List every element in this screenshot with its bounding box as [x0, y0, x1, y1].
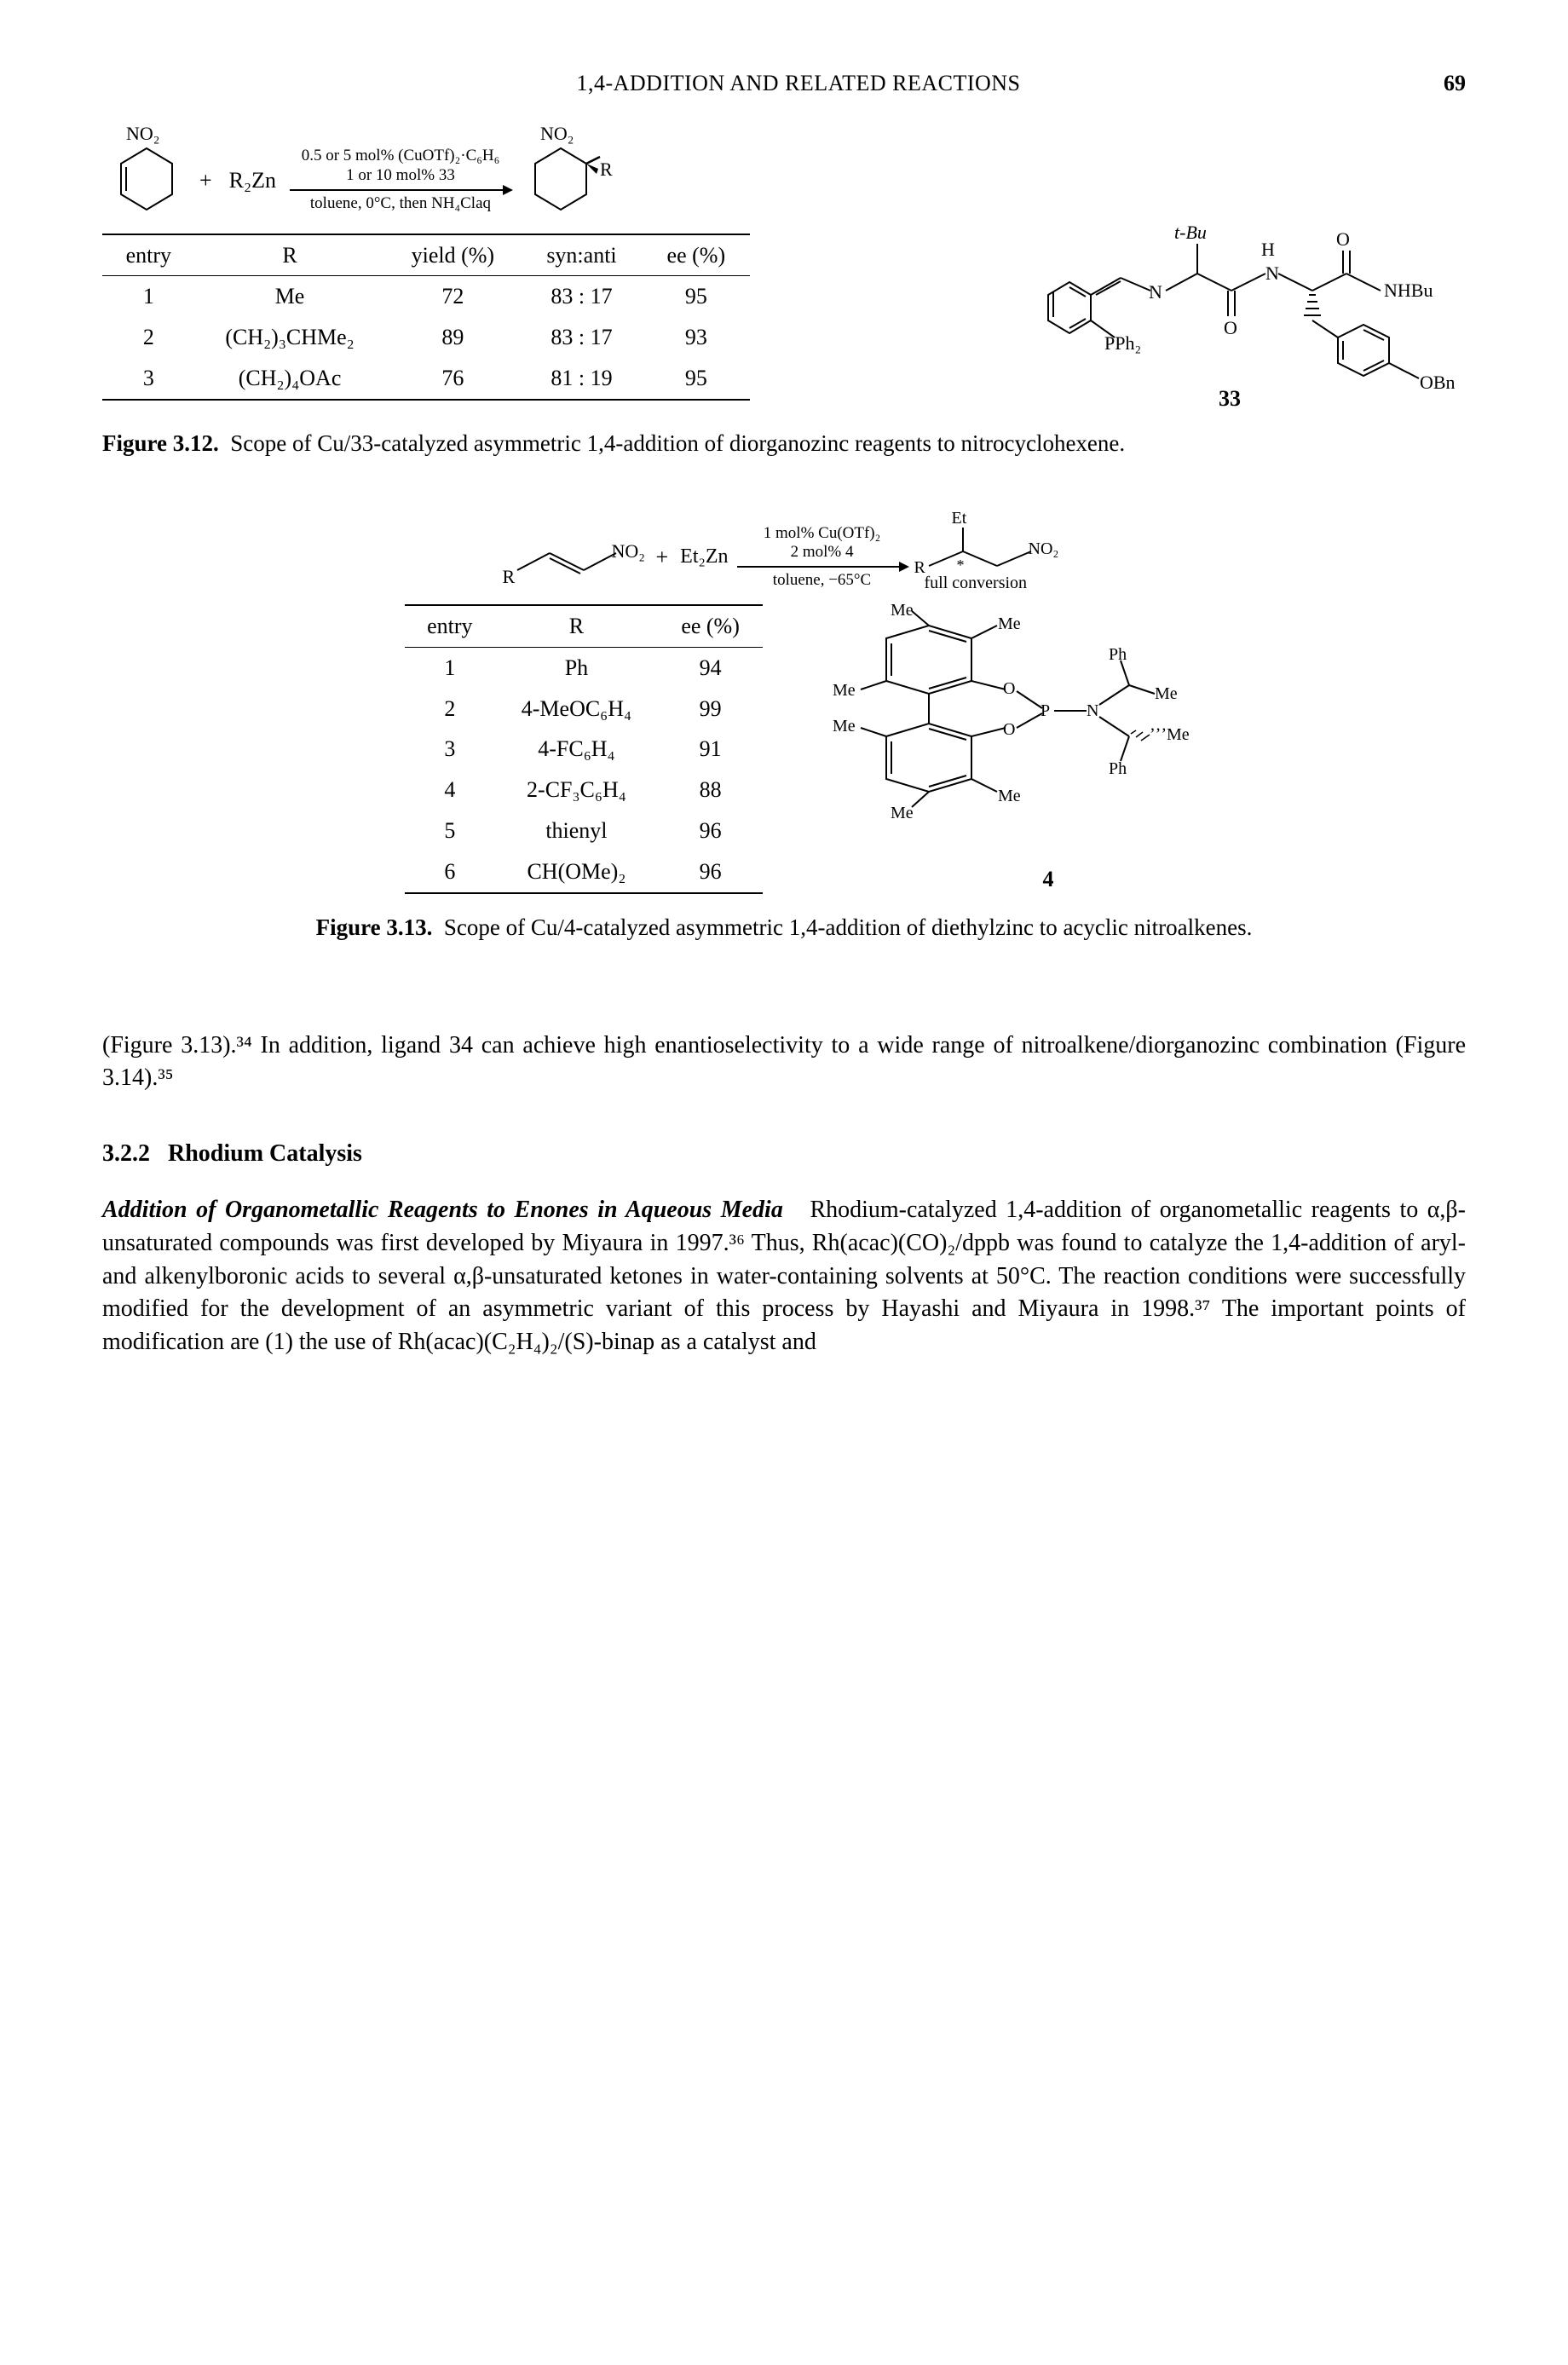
- no2-label: NO₂: [126, 121, 159, 147]
- ph-label: Ph: [1109, 758, 1127, 782]
- me-label: Me: [998, 785, 1021, 809]
- me-label: Me: [891, 599, 914, 623]
- p-label: P: [1041, 700, 1050, 724]
- table-row: 34-FC₆H₄91: [405, 729, 763, 770]
- n-label: N: [1087, 700, 1098, 724]
- table-row: 6CH(OMe)₂96: [405, 851, 763, 893]
- ligand-4-icon: [805, 604, 1163, 860]
- cond-line-3: toluene, 0°C, then NH₄Claq: [310, 194, 491, 214]
- header-title: 1,4-ADDITION AND RELATED REACTIONS: [153, 68, 1444, 99]
- running-header: 1,4-ADDITION AND RELATED REACTIONS 69: [102, 68, 1466, 99]
- table-row: 1 Me 72 83 : 17 95: [102, 276, 750, 317]
- table-row: 2 (CH₂)₃CHMe₂ 89 83 : 17 93: [102, 317, 750, 358]
- col-ee: ee (%): [658, 605, 763, 647]
- table-row: 3 (CH₂)₄OAc 76 81 : 19 95: [102, 358, 750, 400]
- ph-label: Ph: [1109, 643, 1127, 667]
- o-label: O: [1003, 678, 1015, 701]
- product-no2-label: NO₂: [540, 121, 574, 147]
- col-entry: entry: [405, 605, 495, 647]
- cond-line-1: 0.5 or 5 mol% (CuOTf)₂·C₆H₆: [302, 147, 500, 166]
- body-para-2: Addition of Organometallic Reagents to E…: [102, 1194, 1466, 1358]
- cond-line-2: 2 mol% 4: [791, 543, 854, 562]
- section-heading: 3.2.2 Rhodium Catalysis: [102, 1138, 1466, 1171]
- cond-line-3: toluene, −65°C: [773, 571, 871, 591]
- n-label: N: [1149, 280, 1162, 305]
- col-ee: ee (%): [643, 234, 750, 276]
- et2zn-label: Et₂Zn: [680, 543, 728, 571]
- table-row: 5thienyl96: [405, 810, 763, 851]
- caption-lead: Figure 3.13.: [316, 914, 433, 940]
- plus-sign: +: [196, 165, 216, 196]
- table-row: 24-MeOC₆H₄99: [405, 689, 763, 730]
- fig313-scheme: R NO₂ + Et₂Zn 1 mol% Cu(OTf)₂ 2 mol% 4 t…: [507, 519, 1060, 596]
- body-para-1: (Figure 3.13).³⁴ In addition, ligand 34 …: [102, 1030, 1466, 1095]
- compound-33-label: 33: [1219, 384, 1241, 414]
- reaction-arrow: 1 mol% Cu(OTf)₂ 2 mol% 4 toluene, −65°C: [737, 524, 908, 591]
- full-conversion-label: full conversion: [925, 572, 1028, 596]
- prod-no2-label: NO₂: [1029, 538, 1059, 562]
- table-row: 1Ph94: [405, 647, 763, 688]
- fig312-caption: Figure 3.12. Scope of Cu/33-catalyzed as…: [102, 428, 1466, 459]
- et-label: Et: [952, 507, 967, 531]
- r2zn-label: R₂Zn: [229, 165, 276, 196]
- me-label: Me: [891, 802, 914, 826]
- col-entry: entry: [102, 234, 195, 276]
- page-number: 69: [1444, 68, 1466, 99]
- col-yield: yield (%): [384, 234, 521, 276]
- ligand-33-structure: t-Bu H O NHBu N N O PPh₂ OBn 33: [1023, 184, 1466, 416]
- reaction-arrow: 0.5 or 5 mol% (CuOTf)₂·C₆H₆ 1 or 10 mol%…: [290, 147, 511, 213]
- tbu-label: t-Bu: [1174, 220, 1207, 245]
- o-label-1: O: [1336, 227, 1350, 252]
- h-label: H: [1261, 237, 1275, 262]
- me-label: Me: [1155, 683, 1178, 707]
- o-label-2: O: [1224, 315, 1237, 341]
- pph2-label: PPh₂: [1104, 331, 1141, 356]
- col-r: R: [195, 234, 385, 276]
- fig312-scheme: NO₂ + R₂Zn 0.5 or 5 mol% (CuOTf)₂·C₆H₆ 1…: [111, 133, 997, 228]
- plus-sign: +: [652, 542, 672, 573]
- section-number: 3.2.2: [102, 1140, 150, 1167]
- col-synanti: syn:anti: [521, 234, 642, 276]
- figure-3-12: NO₂ + R₂Zn 0.5 or 5 mol% (CuOTf)₂·C₆H₆ 1…: [102, 133, 1466, 459]
- table-header-row: entry R yield (%) syn:anti ee (%): [102, 234, 750, 276]
- table-header-row: entry R ee (%): [405, 605, 763, 647]
- caption-text: Scope of Cu/33-catalyzed asymmetric 1,4-…: [230, 430, 1125, 456]
- compound-4-label: 4: [933, 864, 1163, 895]
- o-label: O: [1003, 718, 1015, 742]
- fig312-table: entry R yield (%) syn:anti ee (%) 1 Me 7…: [102, 234, 750, 401]
- me-label: Me: [998, 613, 1021, 637]
- nhbu-label: NHBu: [1384, 278, 1433, 303]
- me-label: Me: [833, 715, 856, 739]
- table-row: 42-CF₃C₆H₄88: [405, 770, 763, 810]
- product-r-label: R: [600, 157, 613, 182]
- fig313-table: entry R ee (%) 1Ph94 24-MeOC₆H₄99 34-FC₆…: [405, 604, 763, 894]
- obn-label: OBn: [1420, 370, 1456, 395]
- figure-3-13: R NO₂ + Et₂Zn 1 mol% Cu(OTf)₂ 2 mol% 4 t…: [102, 519, 1466, 1004]
- no2-label: NO₂: [611, 539, 644, 564]
- run-in-heading: Addition of Organometallic Reagents to E…: [102, 1197, 783, 1223]
- ligand-4-structure: Me Me Me Me Me Me O O P N Ph Me Ph ʼʼʼMe…: [805, 604, 1163, 896]
- caption-text: Scope of Cu/4-catalyzed asymmetric 1,4-a…: [444, 914, 1252, 940]
- r-label: R: [502, 564, 515, 590]
- cond-line-1: 1 mol% Cu(OTf)₂: [764, 524, 881, 544]
- col-r: R: [495, 605, 659, 647]
- caption-lead: Figure 3.12.: [102, 430, 219, 456]
- fig313-caption: Figure 3.13. Scope of Cu/4-catalyzed asy…: [316, 912, 1253, 943]
- cond-line-2: 1 or 10 mol% 33: [346, 166, 455, 186]
- me-label: Me: [833, 679, 856, 703]
- section-title: Rhodium Catalysis: [168, 1140, 362, 1167]
